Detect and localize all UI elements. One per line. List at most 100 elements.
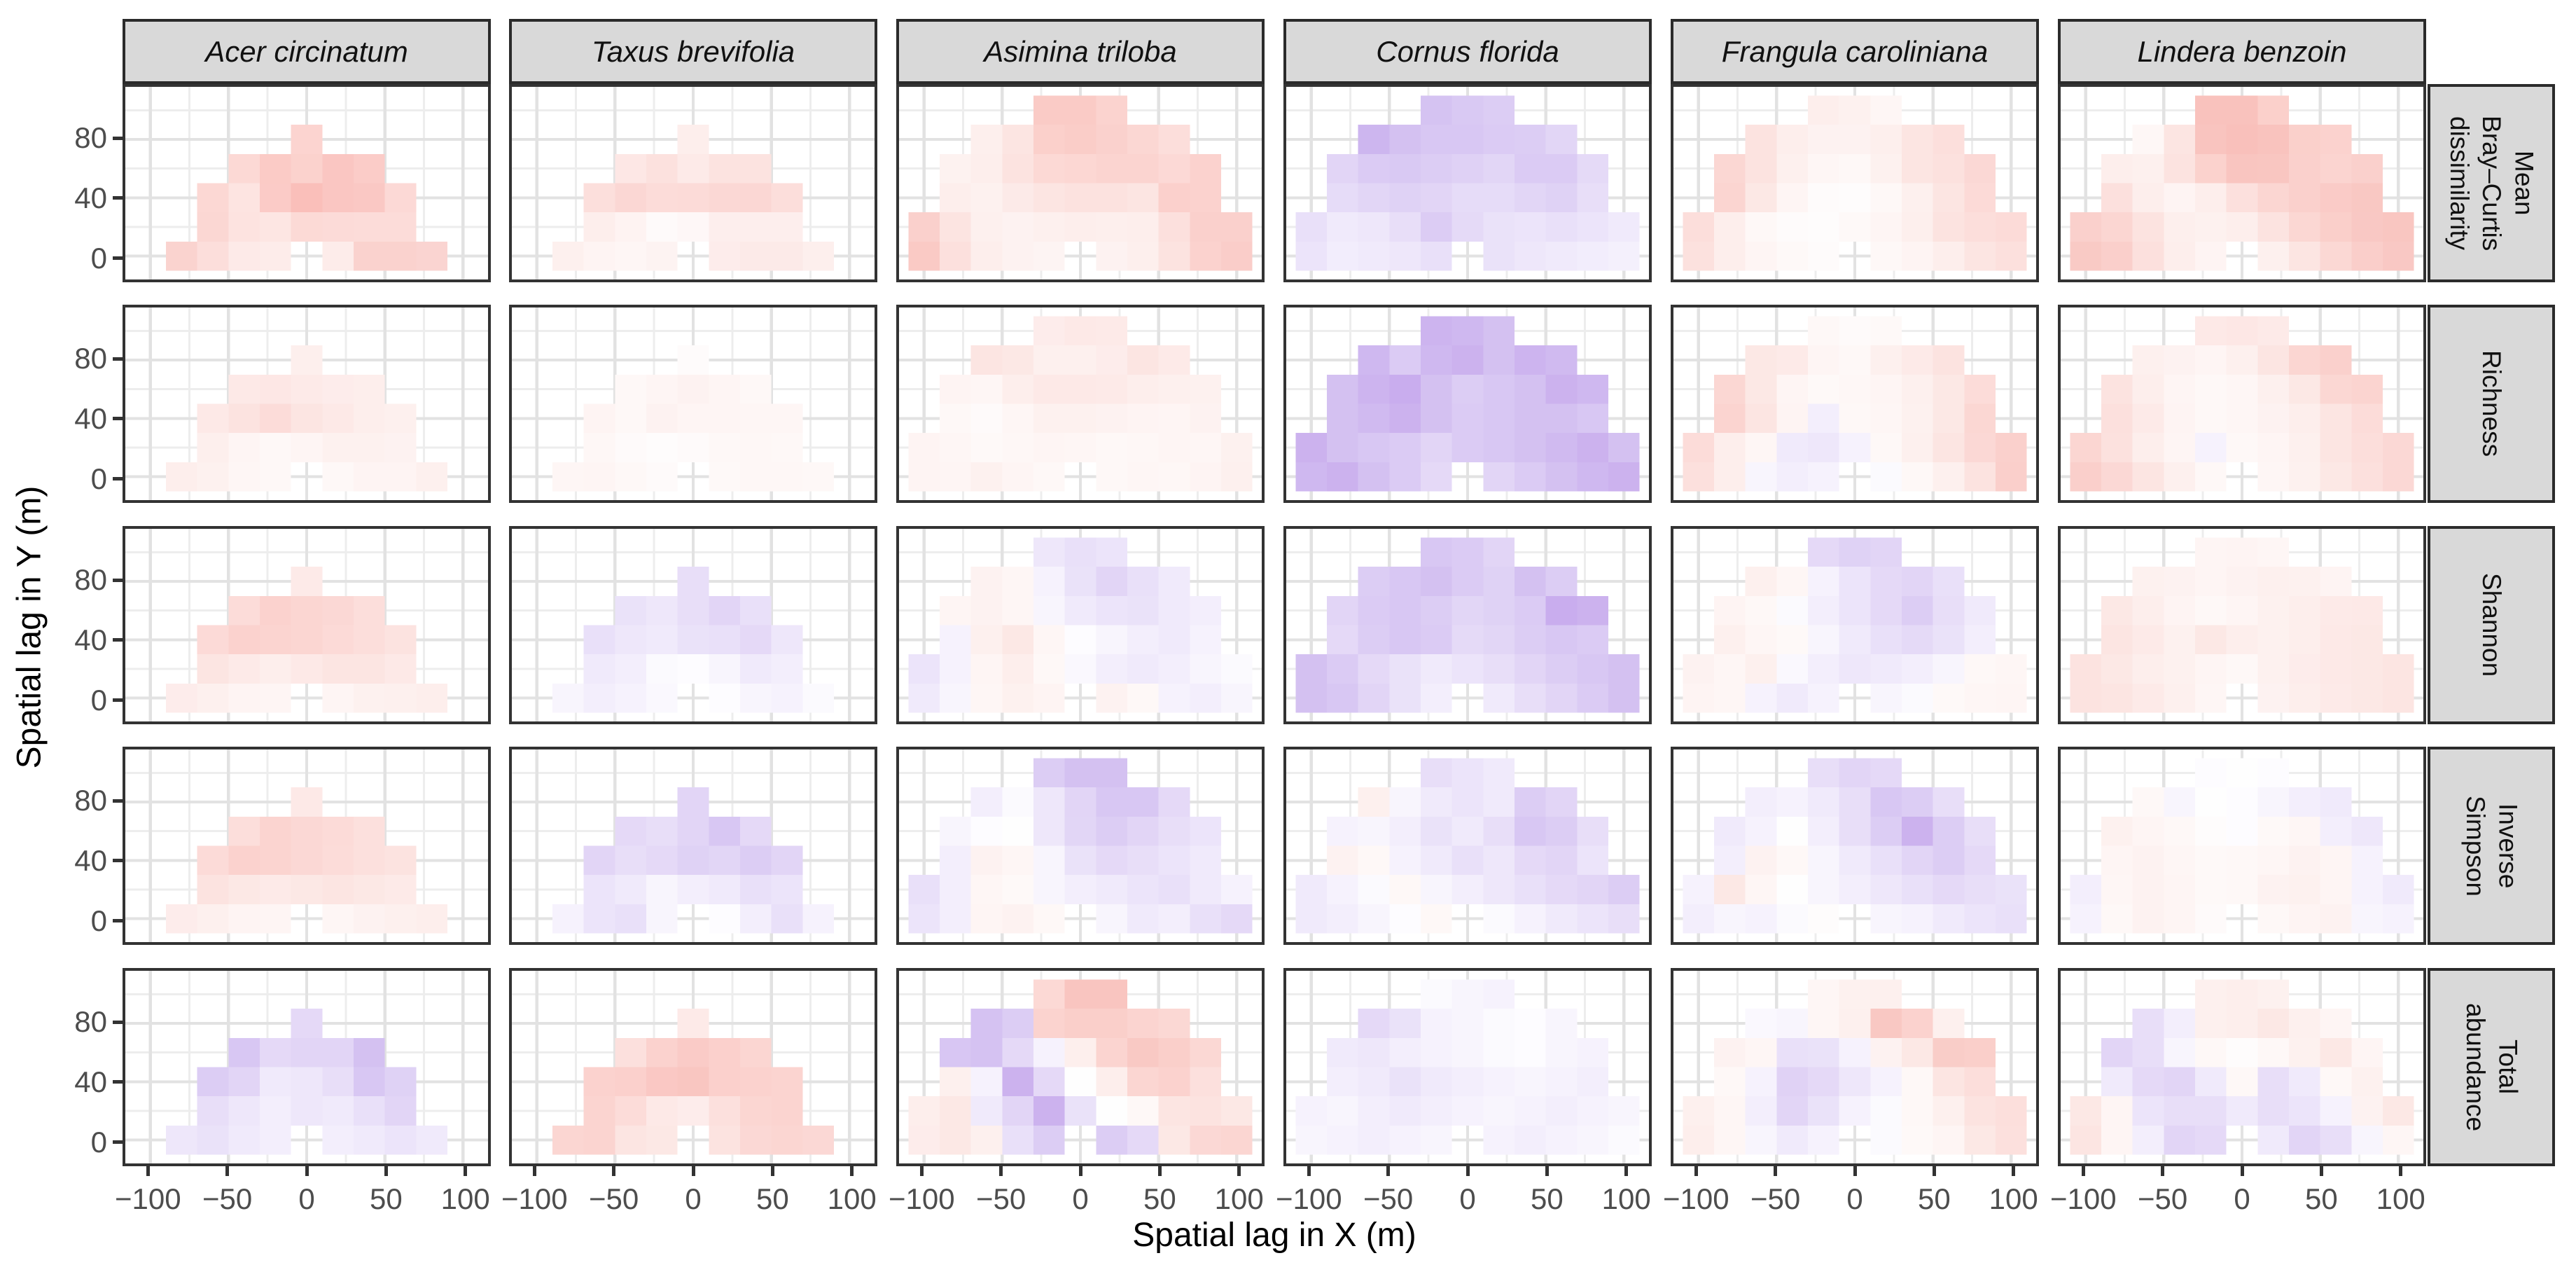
heatmap-tile [2288, 1096, 2320, 1126]
heatmap-tile [709, 654, 740, 684]
heatmap-tile [1839, 1037, 1871, 1067]
heatmap-tile [1514, 1096, 1546, 1126]
heatmap-tile [802, 904, 834, 934]
heatmap-tile [1158, 816, 1190, 846]
heatmap-tile [615, 153, 647, 184]
heatmap-tile [1483, 374, 1515, 404]
heatmap-tile [1220, 654, 1253, 684]
heatmap-tile [1964, 374, 1996, 404]
heatmap-tile [709, 1096, 740, 1126]
heatmap-tile [1745, 1067, 1777, 1097]
heatmap-tile [709, 241, 740, 271]
y-tick-label: 40 [74, 623, 107, 656]
heatmap-tile [1127, 212, 1159, 242]
heatmap-tile [1002, 403, 1034, 434]
heatmap-tile [1033, 345, 1065, 375]
heatmap-tile [583, 1125, 615, 1155]
heatmap-tile [197, 241, 229, 271]
heatmap-tile [1839, 403, 1871, 434]
heatmap-tile [970, 462, 1003, 492]
heatmap-tile [940, 433, 971, 462]
heatmap-tile [416, 241, 447, 271]
heatmap-tile [1545, 241, 1578, 271]
heatmap-tile [1033, 183, 1065, 213]
heatmap-tile [1933, 625, 1965, 655]
tiles-group [1683, 758, 2027, 934]
heatmap-tile [1839, 654, 1871, 684]
heatmap-tile [2132, 875, 2164, 904]
heatmap-tile [2195, 183, 2227, 213]
heatmap-tile [771, 1096, 803, 1126]
column-strip-acer-circinatum: Acer circinatum [123, 19, 491, 84]
heatmap-tile [2226, 212, 2258, 242]
heatmap-tile [2195, 374, 2227, 404]
heatmap-tile [1190, 1067, 1221, 1097]
heatmap-tile [1002, 462, 1034, 492]
heatmap-tile [1745, 787, 1777, 817]
heatmap-tile [2226, 979, 2258, 1009]
heatmap-tile [1064, 345, 1096, 375]
heatmap-tile [1808, 316, 1839, 346]
heatmap-tile [1839, 212, 1871, 242]
heatmap-tile [1451, 316, 1484, 346]
heatmap-tile [2382, 654, 2414, 684]
heatmap-tile [1776, 1125, 1809, 1155]
tiles-group [1683, 316, 2027, 492]
heatmap-tile [291, 125, 323, 154]
heatmap-tile [2132, 125, 2164, 154]
heatmap-tile [1839, 567, 1871, 596]
heatmap-tile [2257, 567, 2289, 596]
heatmap-tile [2195, 1037, 2227, 1067]
heatmap-tile [1295, 683, 1328, 713]
heatmap-tile [1220, 241, 1253, 271]
heatmap-tile [1158, 153, 1190, 184]
heatmap-tile [2288, 1037, 2320, 1067]
heatmap-tile [771, 241, 803, 271]
heatmap-tile [771, 433, 803, 462]
heatmap-tile [2320, 567, 2352, 596]
heatmap-tile [646, 1067, 678, 1097]
heatmap-tile [291, 183, 323, 213]
heatmap-tile [1808, 1037, 1839, 1067]
heatmap-tile [2257, 1009, 2289, 1038]
heatmap-tile [1421, 153, 1452, 184]
panel-plot [899, 87, 1262, 279]
heatmap-tile [322, 212, 354, 242]
heatmap-tile [2101, 241, 2133, 271]
heatmap-tile [1158, 241, 1190, 271]
heatmap-tile [1776, 654, 1809, 684]
heatmap-tile [228, 845, 260, 876]
heatmap-tile [970, 683, 1003, 713]
heatmap-tile [2320, 1096, 2352, 1126]
heatmap-tile [1421, 403, 1452, 434]
heatmap-tile [1545, 374, 1578, 404]
heatmap-tile [970, 1067, 1003, 1097]
heatmap-tile [1745, 567, 1777, 596]
heatmap-tile [615, 433, 647, 462]
heatmap-tile [583, 212, 615, 242]
heatmap-tile [1483, 758, 1515, 788]
x-tick-mark [1157, 1166, 1162, 1176]
heatmap-tile [1421, 212, 1452, 242]
heatmap-tile [1745, 374, 1777, 404]
heatmap-tile [1158, 183, 1190, 213]
heatmap-tile [1421, 316, 1452, 346]
heatmap-tile [1870, 125, 1902, 154]
heatmap-tile [1096, 433, 1127, 462]
heatmap-tile [1776, 433, 1809, 462]
heatmap-tile [1745, 153, 1777, 184]
heatmap-tile [646, 403, 678, 434]
heatmap-tile [260, 1125, 291, 1155]
heatmap-tile [1808, 95, 1839, 125]
heatmap-tile [1776, 683, 1809, 713]
heatmap-tile [1002, 683, 1034, 713]
panel-lindera-benzoin-total-abundance [2058, 968, 2426, 1166]
heatmap-tile [2195, 567, 2227, 596]
heatmap-tile [1389, 875, 1421, 904]
heatmap-tile [1064, 537, 1096, 567]
heatmap-tile [228, 654, 260, 684]
heatmap-tile [291, 625, 323, 655]
heatmap-tile [739, 1067, 772, 1097]
heatmap-tile [1327, 1096, 1358, 1126]
heatmap-tile [1995, 1096, 2027, 1126]
